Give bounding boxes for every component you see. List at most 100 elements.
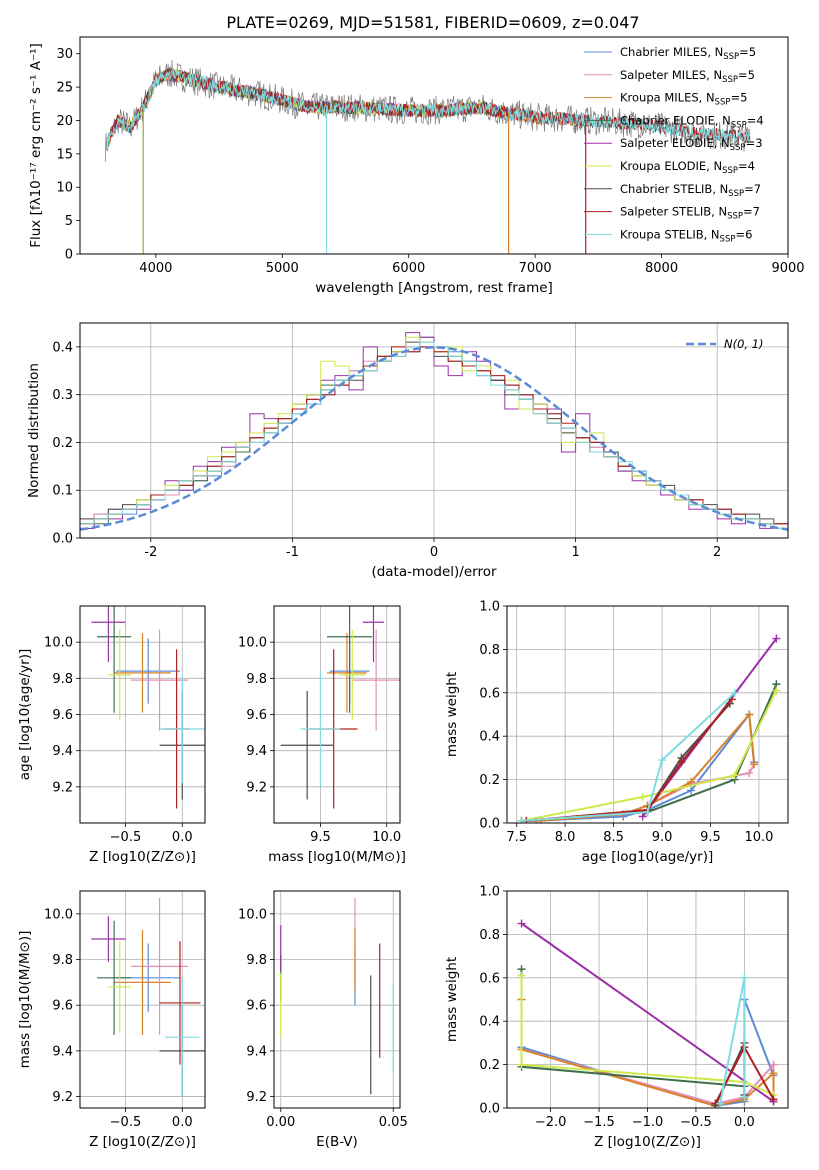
y-tick-label: 0.2	[52, 436, 73, 451]
y-tick-label: 9.8	[52, 672, 73, 687]
legend-label: N(0, 1)	[724, 337, 764, 351]
y-axis-label: Flux [fλ10⁻¹⁷ erg cm⁻² s⁻¹ A⁻¹]	[28, 43, 44, 248]
weight-marker	[716, 1099, 725, 1108]
y-tick-label: 0.6	[479, 971, 500, 986]
plots-layer: 4000 5000 6000 7000 8000 9000051015202530wave…	[17, 36, 805, 1150]
plot-area	[517, 919, 778, 1108]
weight-marker	[638, 812, 647, 821]
x-tick-label: 4000	[139, 261, 172, 276]
weight-marker	[517, 1060, 526, 1069]
y-axis-label: mass [log10(M/M⊙)]	[17, 931, 33, 1069]
x-axis-label: age [log10(age/yr)]	[582, 849, 714, 865]
y-tick-label: 0.2	[479, 773, 500, 788]
weight-line-kroupa-elodie	[520, 975, 774, 1096]
x-tick-label: 5000	[266, 261, 299, 276]
x-tick-label: −0.5	[110, 1115, 142, 1130]
legend-label: Salpeter STELIB, NSSP=7	[620, 205, 760, 222]
x-tick-label: 10.0	[372, 830, 401, 845]
y-tick-label: 1.0	[479, 885, 500, 900]
legend-label: Chabrier ELODIE, NSSP=4	[620, 113, 764, 130]
x-tick-label: 9000	[771, 261, 804, 276]
y-tick-label: 15	[56, 147, 73, 162]
x-axis-label: E(B-V)	[316, 1134, 358, 1150]
x-tick-label: 0.0	[172, 1115, 193, 1130]
x-axis-label: mass [log10(M/M⊙)]	[268, 849, 406, 865]
x-tick-label: −1.0	[632, 1115, 664, 1130]
weight-line-kroupa-miles	[521, 712, 756, 822]
y-tick-label: 9.6	[52, 708, 73, 723]
hist-kroupa-stelib	[80, 341, 788, 529]
plot-area	[104, 60, 751, 254]
weight-marker	[658, 756, 667, 765]
weight-marker	[745, 769, 754, 778]
axes-frame	[79, 322, 789, 539]
normal-curve	[80, 346, 788, 531]
x-tick-label: 8000	[645, 261, 678, 276]
weight-marker	[730, 688, 739, 697]
weight-marker	[769, 1060, 778, 1069]
y-tick-label: 0	[65, 248, 73, 263]
y-tick-label: 0.0	[479, 817, 500, 832]
x-tick-label: 0.00	[266, 1115, 295, 1130]
legend-label: Chabrier MILES, NSSP=5	[620, 45, 756, 62]
x-tick-label: −2.0	[535, 1115, 567, 1130]
axes-frame	[79, 890, 206, 1109]
figure-title: PLATE=0269, MJD=51581, FIBERID=0609, z=0…	[226, 13, 639, 32]
weight-line-kroupa-stelib	[521, 692, 736, 822]
y-tick-label: 9.6	[246, 999, 267, 1014]
y-tick-label: 9.4	[246, 744, 267, 759]
x-tick-label: −0.5	[680, 1115, 712, 1130]
panel-age-vs-mass: 9.5 10.0 9.2 9.4 9.6 9.8 10.0 mass [log10(M/M⊙)…	[238, 605, 406, 865]
y-tick-label: 10	[56, 181, 73, 196]
x-tick-label: -1	[286, 545, 299, 560]
y-tick-label: 9.2	[52, 1090, 73, 1105]
legend-label: Kroupa STELIB, NSSP=6	[620, 227, 752, 244]
weight-marker	[638, 792, 647, 801]
weight-marker	[643, 808, 652, 817]
legend-label: Salpeter MILES, NSSP=5	[620, 68, 755, 85]
axes-frame	[506, 605, 789, 824]
axes-frame	[79, 605, 206, 824]
panel-age-vs-Z: −0.5 0.0 9.2 9.4 9.6 9.8 10.0 Z [log10(Z/Z⊙)] ag…	[17, 605, 206, 865]
panel-residuals: -2 -1 0 1 2 0.0 0.1 0.2 0.3 0.4 (data-model)/error…	[26, 322, 789, 580]
y-tick-label: 10.0	[44, 636, 73, 651]
y-tick-label: 9.4	[246, 1044, 267, 1059]
y-tick-label: 0.3	[52, 388, 73, 403]
y-tick-label: 10.0	[44, 907, 73, 922]
y-tick-label: 0.0	[479, 1102, 500, 1117]
weight-marker	[517, 971, 526, 980]
y-tick-label: 9.6	[52, 999, 73, 1014]
y-tick-label: 20	[56, 114, 73, 129]
x-tick-label: 1	[571, 545, 579, 560]
weight-marker	[772, 634, 781, 643]
y-tick-label: 9.8	[52, 953, 73, 968]
x-tick-label: −1.5	[583, 1115, 615, 1130]
weight-marker	[517, 816, 526, 823]
model-kroupa-stelib--n	[107, 69, 751, 149]
y-tick-label: 9.6	[246, 708, 267, 723]
weight-line-chabrier-elodie	[521, 683, 778, 822]
y-tick-label: 30	[56, 47, 73, 62]
x-tick-label: 8.0	[555, 830, 576, 845]
weight-marker	[750, 760, 759, 769]
panel-mass-vs-Z: −0.5 0.0 9.2 9.4 9.6 9.8 10.0 Z [log10(Z/Z⊙)] ma…	[17, 890, 206, 1150]
y-axis-label: mass weight	[444, 957, 460, 1042]
weight-marker	[517, 919, 526, 928]
weight-marker	[745, 710, 754, 719]
legend-label: Salpeter ELODIE, NSSP=3	[620, 136, 763, 153]
y-tick-label: 0.1	[52, 484, 73, 499]
y-tick-label: 0.4	[479, 730, 500, 745]
y-tick-label: 25	[56, 81, 73, 96]
plot-area	[517, 634, 781, 823]
weight-line-salpeter-stelib	[526, 698, 733, 822]
x-tick-label: 0	[430, 545, 438, 560]
y-axis-label: Normed distribution	[26, 363, 42, 498]
x-axis-label: (data-model)/error	[371, 564, 497, 580]
y-tick-label: 9.2	[246, 1090, 267, 1105]
y-tick-label: 5	[65, 214, 73, 229]
axes-frame	[273, 605, 401, 824]
y-tick-label: 9.4	[52, 744, 73, 759]
y-tick-label: 0.2	[479, 1058, 500, 1073]
weight-marker	[740, 1093, 749, 1102]
